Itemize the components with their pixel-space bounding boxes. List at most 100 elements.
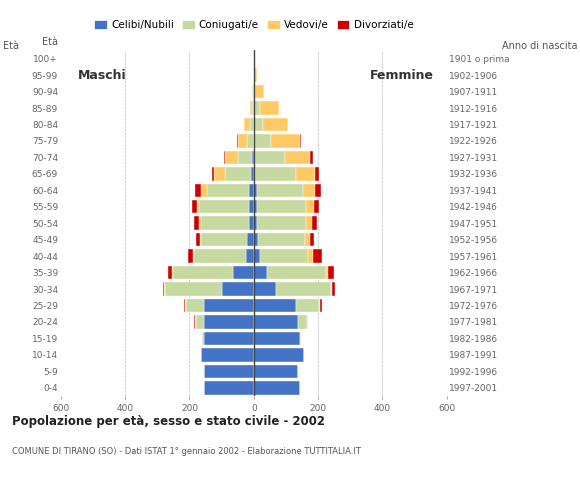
Bar	[255, 167, 296, 180]
Bar	[254, 101, 259, 115]
Bar	[257, 216, 306, 230]
Bar	[310, 151, 313, 164]
Bar	[204, 365, 254, 378]
Bar	[259, 101, 280, 115]
Bar	[254, 68, 255, 82]
Bar	[233, 266, 254, 279]
Bar	[254, 151, 255, 164]
Bar	[254, 266, 267, 279]
Bar	[326, 266, 328, 279]
Bar	[306, 216, 311, 230]
Bar	[253, 85, 254, 98]
Bar	[249, 101, 252, 115]
Bar	[310, 233, 314, 246]
Bar	[255, 68, 257, 82]
Bar	[254, 348, 303, 361]
Bar	[315, 183, 321, 197]
Bar	[238, 134, 246, 148]
Bar	[193, 250, 194, 263]
Bar	[254, 250, 259, 263]
Bar	[244, 118, 250, 131]
Bar	[250, 118, 254, 131]
Bar	[254, 381, 300, 395]
Bar	[201, 216, 249, 230]
Bar	[202, 332, 204, 345]
Bar	[271, 134, 300, 148]
Bar	[254, 282, 276, 296]
Bar	[328, 266, 334, 279]
Bar	[187, 250, 193, 263]
Bar	[307, 315, 308, 329]
Bar	[195, 315, 196, 329]
Bar	[254, 299, 296, 312]
Text: Età: Età	[3, 41, 19, 51]
Bar	[319, 299, 320, 312]
Bar	[259, 250, 309, 263]
Bar	[249, 216, 254, 230]
Bar	[192, 200, 197, 214]
Bar	[164, 282, 165, 296]
Text: Maschi: Maschi	[78, 69, 127, 82]
Bar	[195, 183, 201, 197]
Bar	[204, 315, 254, 329]
Bar	[186, 299, 204, 312]
Bar	[200, 233, 201, 246]
Bar	[194, 216, 199, 230]
Bar	[201, 183, 207, 197]
Bar	[311, 216, 317, 230]
Bar	[254, 167, 255, 180]
Text: COMUNE DI TIRANO (SO) - Dati ISTAT 1° gennaio 2002 - Elaborazione TUTTITALIA.IT: COMUNE DI TIRANO (SO) - Dati ISTAT 1° ge…	[12, 447, 361, 456]
Bar	[204, 332, 254, 345]
Bar	[168, 266, 172, 279]
Bar	[249, 200, 254, 214]
Bar	[303, 183, 315, 197]
Bar	[199, 200, 249, 214]
Bar	[257, 200, 306, 214]
Bar	[252, 85, 253, 98]
Bar	[226, 151, 238, 164]
Bar	[249, 183, 254, 197]
Bar	[254, 118, 263, 131]
Bar	[212, 167, 213, 180]
Bar	[331, 282, 332, 296]
Bar	[314, 200, 320, 214]
Bar	[298, 315, 307, 329]
Bar	[255, 151, 285, 164]
Bar	[315, 167, 320, 180]
Legend: Celibi/Nubili, Coniugati/e, Vedovi/e, Divorziati/e: Celibi/Nubili, Coniugati/e, Vedovi/e, Di…	[90, 16, 418, 34]
Bar	[184, 299, 185, 312]
Bar	[225, 167, 251, 180]
Bar	[263, 118, 288, 131]
Bar	[246, 250, 254, 263]
Bar	[246, 134, 254, 148]
Bar	[254, 332, 300, 345]
Bar	[285, 151, 310, 164]
Bar	[163, 282, 164, 296]
Bar	[252, 101, 254, 115]
Bar	[201, 348, 254, 361]
Bar	[320, 299, 321, 312]
Bar	[173, 266, 233, 279]
Text: Anno di nascita: Anno di nascita	[502, 41, 577, 51]
Bar	[254, 216, 257, 230]
Text: Età: Età	[42, 37, 57, 47]
Bar	[258, 233, 306, 246]
Bar	[196, 315, 204, 329]
Bar	[254, 315, 298, 329]
Bar	[332, 282, 335, 296]
Bar	[213, 167, 225, 180]
Bar	[300, 332, 302, 345]
Bar	[251, 167, 254, 180]
Bar	[254, 365, 298, 378]
Bar	[306, 200, 314, 214]
Bar	[254, 183, 257, 197]
Bar	[276, 282, 331, 296]
Bar	[204, 299, 254, 312]
Bar	[172, 266, 173, 279]
Bar	[313, 250, 321, 263]
Bar	[194, 315, 195, 329]
Text: Popolazione per età, sesso e stato civile - 2002: Popolazione per età, sesso e stato civil…	[12, 415, 325, 428]
Bar	[185, 299, 186, 312]
Bar	[222, 282, 254, 296]
Bar	[300, 134, 302, 148]
